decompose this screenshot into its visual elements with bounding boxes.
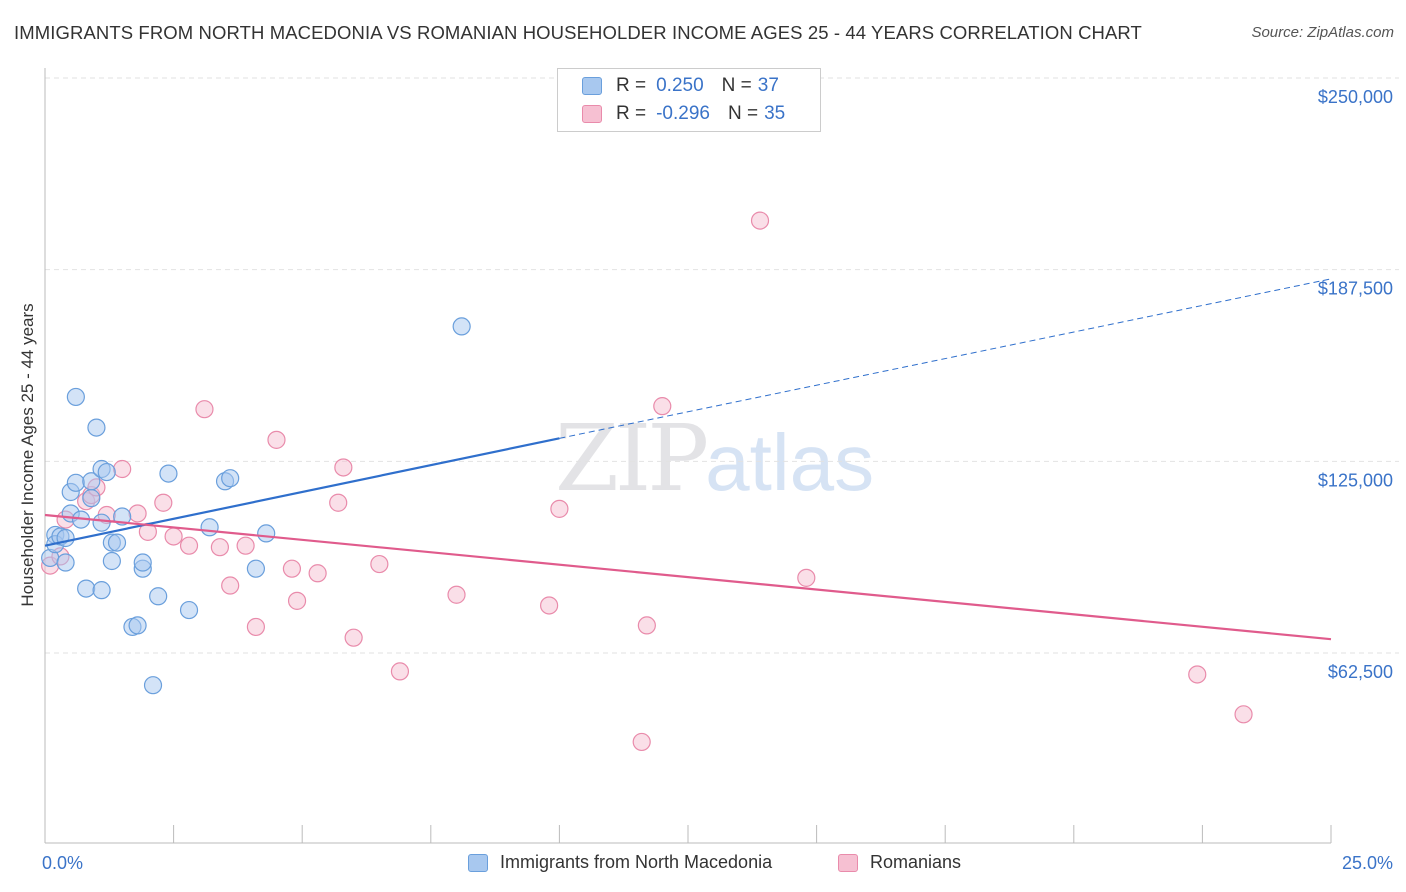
legend-label-romanians: Romanians — [870, 852, 962, 872]
source-label: Source: ZipAtlas.com — [1251, 24, 1394, 41]
legend-n-label: N = — [727, 103, 759, 124]
point-romanian — [390, 662, 410, 681]
point-romanian — [550, 499, 569, 518]
point-macedonia — [221, 469, 240, 488]
watermark-atlas: atlas — [705, 418, 875, 507]
x-tick-label: 25.0% — [1342, 853, 1393, 873]
legend-r-label: R = — [616, 75, 647, 96]
y-tick-label: $250,000 — [1318, 87, 1393, 107]
correlation-legend: R = 0.250 N = 37 R = -0.296 N = 35 — [557, 68, 821, 132]
point-macedonia — [87, 418, 106, 437]
legend-n-value: 35 — [764, 103, 786, 124]
legend-r-label: R = — [616, 103, 647, 124]
point-macedonia — [257, 524, 276, 543]
legend-label-macedonia: Immigrants from North Macedonia — [500, 852, 773, 872]
point-romanian — [540, 596, 559, 615]
legend-row-macedonia: R = 0.250 N = 37 — [582, 73, 779, 99]
point-macedonia — [200, 518, 219, 537]
point-romanian — [447, 585, 466, 604]
point-romanian — [1234, 705, 1253, 724]
legend-item-macedonia: Immigrants from North Macedonia — [468, 852, 772, 873]
point-macedonia — [77, 579, 96, 598]
point-macedonia — [128, 616, 147, 635]
point-romanian — [179, 536, 199, 555]
y-tick-label: $62,500 — [1328, 662, 1393, 682]
y-tick-label: $187,500 — [1318, 279, 1393, 299]
legend-swatch-blue — [468, 853, 488, 872]
point-macedonia — [149, 587, 168, 606]
point-macedonia — [66, 473, 85, 492]
point-macedonia — [56, 528, 75, 548]
legend-r-value: 0.250 — [656, 75, 704, 96]
point-macedonia — [82, 472, 101, 491]
point-romanian — [246, 617, 266, 637]
chart-title: IMMIGRANTS FROM NORTH MACEDONIA VS ROMAN… — [14, 22, 1142, 43]
legend-swatch-blue — [582, 77, 602, 95]
point-romanian — [210, 538, 229, 557]
point-macedonia — [97, 462, 116, 482]
point-romanian — [221, 576, 240, 595]
trend-line-macedonia-extension — [559, 278, 1332, 439]
point-romanian — [128, 504, 147, 523]
point-romanian — [632, 732, 651, 752]
legend-n-value: 37 — [757, 75, 779, 96]
point-romanian — [653, 397, 672, 416]
point-romanian — [113, 459, 132, 479]
x-tick-label: 0.0% — [42, 853, 83, 873]
point-macedonia — [143, 676, 163, 695]
point-romanian — [164, 527, 183, 546]
point-romanian — [1188, 665, 1207, 684]
point-romanian — [154, 493, 173, 512]
y-tick-label: $125,000 — [1318, 470, 1393, 490]
point-macedonia — [82, 489, 101, 508]
point-romanian — [195, 400, 214, 419]
point-romanian — [282, 559, 302, 578]
point-macedonia — [133, 553, 152, 572]
point-romanian — [334, 458, 353, 477]
legend-n-label: N = — [721, 75, 752, 96]
point-romanian — [287, 591, 307, 610]
point-macedonia — [113, 507, 132, 526]
point-romanian — [750, 211, 770, 230]
trend-line-macedonia — [44, 437, 560, 547]
point-macedonia — [56, 553, 75, 572]
point-macedonia — [102, 551, 121, 571]
point-romanian — [329, 493, 348, 512]
point-macedonia — [107, 533, 127, 552]
legend-item-romanians: Romanians — [838, 852, 961, 873]
point-romanian — [236, 536, 255, 555]
legend-row-romanians: R = -0.296 N = 35 — [582, 101, 785, 127]
point-macedonia — [452, 317, 471, 336]
point-macedonia — [66, 387, 85, 407]
point-romanian — [344, 628, 363, 647]
point-romanian — [267, 430, 286, 449]
point-romanian — [797, 568, 816, 587]
trend-line-romanians — [44, 513, 1332, 641]
point-macedonia — [92, 581, 111, 600]
series-legend: Immigrants from North Macedonia Romanian… — [0, 852, 1406, 878]
point-romanian — [308, 564, 327, 583]
point-macedonia — [179, 600, 199, 620]
legend-swatch-pink — [838, 853, 858, 872]
point-macedonia — [246, 559, 266, 578]
point-macedonia — [92, 513, 111, 532]
point-macedonia — [159, 464, 178, 483]
legend-swatch-pink — [582, 105, 602, 123]
point-romanian — [370, 554, 389, 574]
point-romanian — [637, 616, 656, 635]
legend-r-value: -0.296 — [656, 103, 710, 124]
